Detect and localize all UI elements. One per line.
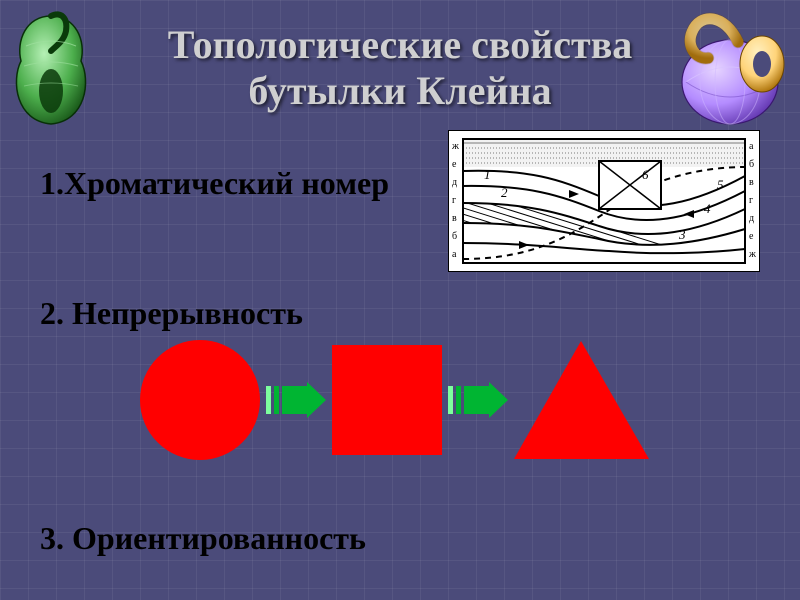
svg-text:3: 3: [678, 227, 686, 242]
red-circle: [140, 340, 260, 460]
svg-text:в: в: [452, 213, 457, 224]
svg-text:4: 4: [704, 201, 711, 216]
title-line-1: Топологические свойства: [0, 22, 800, 68]
svg-text:г: г: [749, 195, 753, 206]
svg-text:б: б: [749, 159, 754, 170]
slide: Топологические свойства бутылки Клейна 1…: [0, 0, 800, 600]
slide-title: Топологические свойства бутылки Клейна: [0, 22, 800, 114]
bullet-1: 1.Хроматический номер: [40, 165, 389, 202]
svg-text:е: е: [749, 231, 754, 242]
svg-text:б: б: [452, 231, 457, 242]
continuity-shapes-row: [140, 340, 649, 460]
svg-text:5: 5: [717, 177, 724, 192]
svg-text:д: д: [452, 177, 457, 188]
svg-text:1: 1: [484, 167, 491, 182]
arrow-2: [448, 382, 508, 418]
svg-text:а: а: [749, 141, 754, 152]
red-square: [332, 345, 442, 455]
red-triangle: [514, 341, 649, 459]
bullet-2: 2. Непрерывность: [40, 295, 303, 332]
svg-text:2: 2: [501, 185, 508, 200]
svg-text:ж: ж: [451, 141, 459, 152]
arrow-1: [266, 382, 326, 418]
bullet-3: 3. Ориентированность: [40, 520, 366, 557]
svg-text:6: 6: [642, 167, 649, 182]
svg-text:в: в: [749, 177, 754, 188]
svg-text:е: е: [452, 159, 457, 170]
svg-text:ж: ж: [748, 249, 756, 260]
title-line-2: бутылки Клейна: [0, 68, 800, 114]
svg-text:д: д: [749, 213, 754, 224]
svg-text:а: а: [452, 249, 457, 260]
svg-text:г: г: [452, 195, 456, 206]
chromatic-diagram: жед гвба абв гдеж: [448, 130, 760, 272]
